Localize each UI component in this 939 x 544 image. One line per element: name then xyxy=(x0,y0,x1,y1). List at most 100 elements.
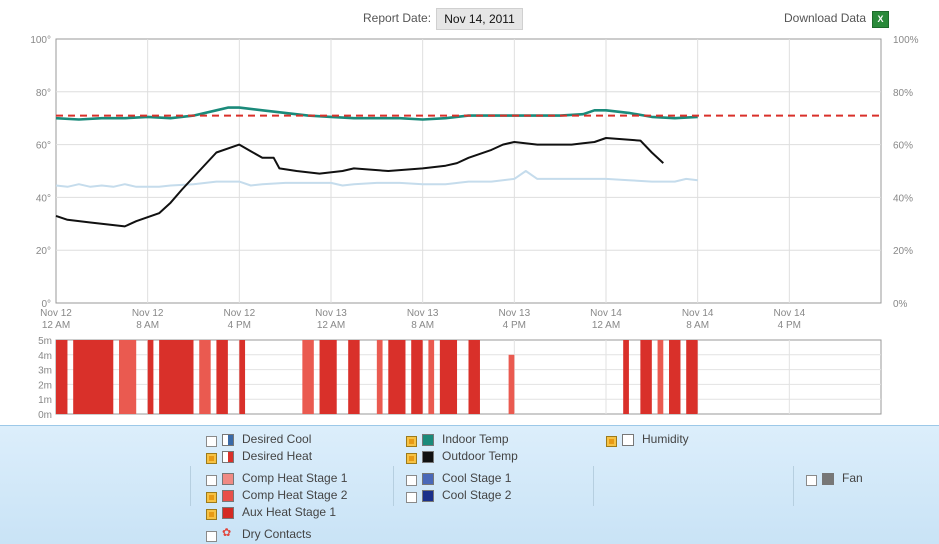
y-tick-label: 60° xyxy=(36,141,51,152)
runtime-y-tick-label: 5m xyxy=(38,336,52,347)
cool-2-checkbox[interactable] xyxy=(406,492,417,503)
runtime-bar xyxy=(56,340,68,414)
x-tick-label: 8 AM xyxy=(136,320,159,331)
runtime-bar xyxy=(319,340,337,414)
wifi-signal-icon: ✿ xyxy=(222,527,232,539)
fan-label: Fan xyxy=(842,471,863,485)
outdoor-temp-checkbox[interactable] xyxy=(406,453,417,464)
runtime-bar xyxy=(159,340,194,414)
temperature-chart: 0° 0% 20° 20% 40° 40% 60° 60% 80° 80% 100° 100% Nov … xyxy=(30,35,919,331)
desired-heat-checkbox[interactable] xyxy=(206,453,217,464)
runtime-bar xyxy=(388,340,406,414)
x-tick-label: Nov 12 xyxy=(132,308,164,319)
comp-heat-2-swatch xyxy=(222,490,234,502)
runtime-bar xyxy=(468,340,480,414)
x-tick-label: 8 AM xyxy=(686,320,709,331)
cool-1-label: Cool Stage 1 xyxy=(442,471,512,485)
download-data-link[interactable]: Download Data xyxy=(784,11,867,25)
y-tick-label: 40° xyxy=(36,193,51,204)
desired-cool-swatch xyxy=(222,434,234,446)
comp-heat-1-checkbox[interactable] xyxy=(206,475,217,486)
x-tick-label: Nov 14 xyxy=(590,308,622,319)
report-date-label: Report Date: xyxy=(363,11,432,25)
x-tick-label: 12 AM xyxy=(317,320,345,331)
runtime-y-tick-label: 4m xyxy=(38,351,52,362)
comp-heat-1-swatch xyxy=(222,473,234,485)
runtime-bar xyxy=(623,340,629,414)
indoor-temp-checkbox[interactable] xyxy=(406,436,417,447)
y2-tick-label: 20% xyxy=(893,246,913,257)
runtime-bar xyxy=(119,340,137,414)
runtime-bar xyxy=(216,340,228,414)
y-tick-label: 80° xyxy=(36,88,51,99)
report-header: Report Date: Nov 14, 2011 Download Data … xyxy=(0,0,939,36)
runtime-bar xyxy=(508,354,515,414)
runtime-bar xyxy=(669,340,681,414)
cool-1-swatch xyxy=(422,473,434,485)
x-tick-label: 4 PM xyxy=(778,320,801,331)
runtime-y-tick-label: 3m xyxy=(38,366,52,377)
plot-area xyxy=(55,38,882,304)
x-tick-label: 4 PM xyxy=(503,320,526,331)
runtime-bar xyxy=(640,340,652,414)
desired-heat-label: Desired Heat xyxy=(242,449,313,463)
y2-tick-label: 60% xyxy=(893,141,913,152)
desired-cool-checkbox[interactable] xyxy=(206,436,217,447)
outdoor-temp-label: Outdoor Temp xyxy=(442,449,518,463)
x-tick-label: Nov 12 xyxy=(223,308,255,319)
aux-heat-1-label: Aux Heat Stage 1 xyxy=(242,505,337,519)
legend-separator xyxy=(793,466,794,506)
runtime-bar xyxy=(439,340,458,414)
legend-panel: Desired Cool Desired Heat Indoor Temp Ou… xyxy=(0,425,939,544)
cool-2-label: Cool Stage 2 xyxy=(442,488,512,502)
indoor-temp-line xyxy=(55,106,698,121)
x-tick-label: 12 AM xyxy=(592,320,620,331)
outdoor-temp-line xyxy=(55,137,664,228)
runtime-bar xyxy=(199,340,211,414)
x-tick-label: 8 AM xyxy=(411,320,434,331)
aux-heat-1-swatch xyxy=(222,507,234,519)
x-tick-label: Nov 13 xyxy=(407,308,439,319)
excel-file-icon[interactable]: X xyxy=(872,11,889,28)
runtime-y-tick-label: 2m xyxy=(38,380,52,391)
runtime-bar xyxy=(376,340,383,414)
comp-heat-2-label: Comp Heat Stage 2 xyxy=(242,488,348,502)
dry-contacts-label: Dry Contacts xyxy=(242,527,312,541)
runtime-chart: 0m 1m 2m 3m 4m 5m xyxy=(38,336,882,421)
aux-heat-1-checkbox[interactable] xyxy=(206,509,217,520)
y-tick-label: 20° xyxy=(36,246,51,257)
runtime-y-tick-label: 0m xyxy=(38,410,52,421)
runtime-bar xyxy=(73,340,114,414)
cool-2-swatch xyxy=(422,490,434,502)
humidity-label: Humidity xyxy=(642,432,689,446)
y2-tick-label: 100% xyxy=(893,35,919,46)
runtime-bar xyxy=(411,340,423,414)
humidity-line xyxy=(55,170,698,188)
comp-heat-2-checkbox[interactable] xyxy=(206,492,217,503)
runtime-bar xyxy=(147,340,154,414)
x-tick-label: Nov 14 xyxy=(682,308,714,319)
fan-swatch xyxy=(822,473,834,485)
outdoor-temp-swatch xyxy=(422,451,434,463)
comp-heat-1-label: Comp Heat Stage 1 xyxy=(242,471,348,485)
x-tick-label: Nov 12 xyxy=(40,308,72,319)
legend-separator xyxy=(190,466,191,506)
x-tick-label: 12 AM xyxy=(42,320,70,331)
x-tick-label: Nov 13 xyxy=(498,308,530,319)
x-tick-label: Nov 13 xyxy=(315,308,347,319)
report-date-field[interactable]: Nov 14, 2011 xyxy=(436,8,523,30)
runtime-bar xyxy=(428,340,435,414)
dry-contacts-checkbox[interactable] xyxy=(206,531,217,542)
y-tick-label: 100° xyxy=(30,35,51,46)
humidity-checkbox[interactable] xyxy=(606,436,617,447)
y2-tick-label: 80% xyxy=(893,88,913,99)
runtime-bar xyxy=(302,340,314,414)
cool-1-checkbox[interactable] xyxy=(406,475,417,486)
fan-checkbox[interactable] xyxy=(806,475,817,486)
runtime-bar xyxy=(657,340,664,414)
indoor-temp-swatch xyxy=(422,434,434,446)
y2-tick-label: 0% xyxy=(893,299,908,310)
humidity-swatch xyxy=(622,434,634,446)
desired-heat-swatch xyxy=(222,451,234,463)
runtime-y-tick-label: 1m xyxy=(38,395,52,406)
